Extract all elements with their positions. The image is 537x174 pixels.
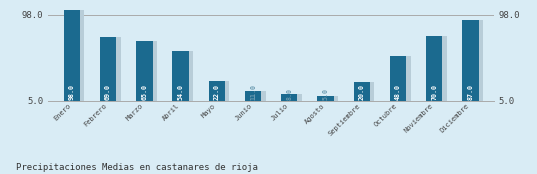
Bar [317,96,333,101]
Bar [390,56,406,101]
Bar [358,82,374,101]
Text: 11.0: 11.0 [250,84,256,100]
Text: 87.0: 87.0 [468,84,474,100]
Bar [213,81,229,101]
Bar [467,20,483,101]
Text: 98.0: 98.0 [69,84,75,100]
Bar [100,37,117,101]
Bar [104,37,121,101]
Bar [354,82,370,101]
Bar [209,81,225,101]
Bar [68,10,84,101]
Text: Precipitaciones Medias en castanares de rioja: Precipitaciones Medias en castanares de … [16,163,258,172]
Bar [426,36,442,101]
Bar [394,56,410,101]
Bar [245,91,261,101]
Bar [136,41,153,101]
Text: 5.0: 5.0 [323,88,329,100]
Text: 20.0: 20.0 [359,84,365,100]
Bar [64,10,80,101]
Bar [286,93,302,101]
Bar [141,41,157,101]
Bar [462,20,478,101]
Bar [431,36,447,101]
Bar [249,91,266,101]
Text: 8.0: 8.0 [286,88,292,100]
Text: 48.0: 48.0 [395,84,401,100]
Text: 65.0: 65.0 [141,84,147,100]
Bar [281,93,297,101]
Text: 70.0: 70.0 [431,84,437,100]
Bar [177,51,193,101]
Text: 54.0: 54.0 [178,84,184,100]
Text: 22.0: 22.0 [214,84,220,100]
Bar [172,51,188,101]
Text: 69.0: 69.0 [105,84,111,100]
Bar [322,96,338,101]
